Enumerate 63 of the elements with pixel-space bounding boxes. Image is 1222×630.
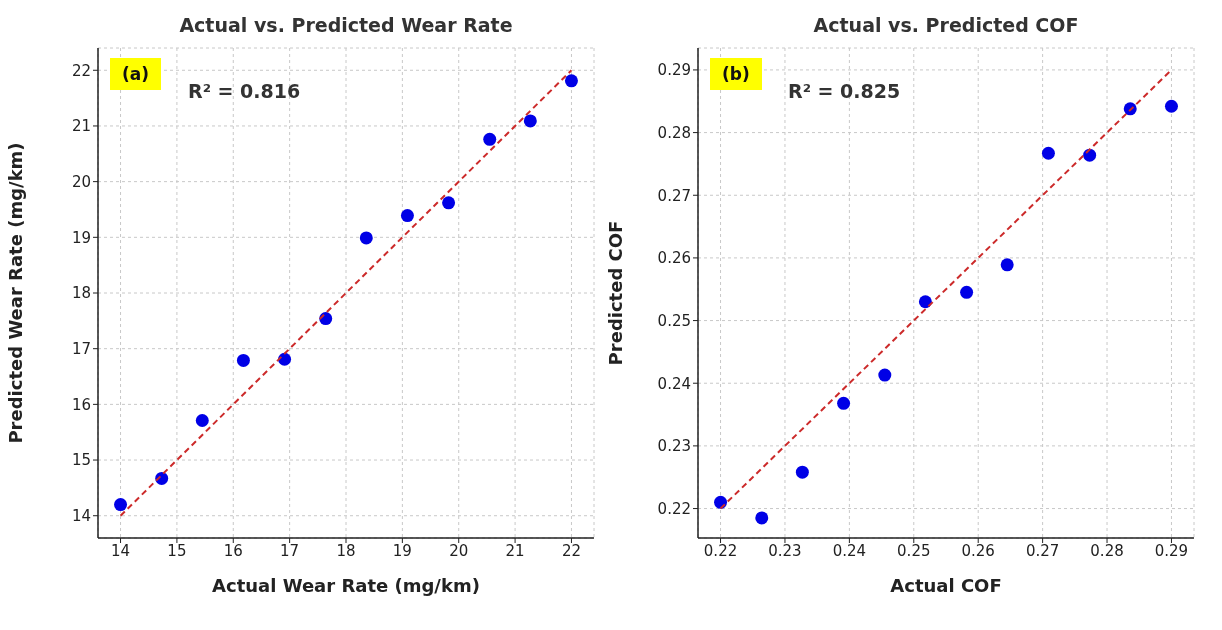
point — [483, 132, 497, 146]
x-tick-label: 0.24 — [832, 541, 867, 560]
point — [1164, 99, 1178, 113]
y-tick-label: 14 — [71, 507, 91, 526]
point — [878, 368, 892, 382]
point — [564, 74, 578, 88]
y-tick-label: 0.29 — [657, 61, 691, 80]
chart-title: Actual vs. Predicted COF — [812, 14, 1080, 36]
y-tick-label: 15 — [71, 451, 91, 470]
point — [278, 352, 292, 366]
y-axis-title: Predicted COF — [605, 220, 627, 366]
y-tick-label: 17 — [71, 340, 91, 359]
x-axis-title: Actual Wear Rate (mg/km) — [212, 575, 480, 596]
x-tick-label: 18 — [336, 541, 356, 560]
point — [918, 295, 932, 309]
point — [1000, 258, 1014, 272]
annotation: (a) — [110, 58, 162, 90]
point — [442, 196, 456, 210]
x-tick-label: 0.26 — [961, 541, 995, 560]
x-tick-label: 0.23 — [768, 541, 802, 560]
y-tick-label: 0.26 — [657, 249, 691, 268]
x-tick-label: 22 — [561, 541, 581, 560]
annotation: R² = 0.816 — [188, 80, 301, 102]
x-tick-label: 14 — [111, 541, 131, 560]
y-tick-label: 0.23 — [657, 437, 691, 456]
point — [400, 209, 414, 223]
y-tick-label: 22 — [71, 61, 91, 80]
x-tick-label: 20 — [449, 541, 469, 560]
chart-title: Actual vs. Predicted Wear Rate — [178, 14, 514, 36]
y-tick-label: 18 — [71, 284, 91, 303]
y-tick-label: 0.22 — [657, 499, 691, 518]
point — [236, 353, 250, 367]
y-tick-label: 0.27 — [657, 186, 691, 205]
annotation: (b) — [710, 58, 762, 90]
point — [114, 498, 128, 512]
y-tick-label: 16 — [71, 395, 91, 414]
x-tick-label: 0.22 — [703, 541, 738, 560]
y-tick-label: 20 — [71, 172, 91, 191]
point — [960, 285, 974, 299]
x-axis-title: Actual COF — [890, 575, 1002, 596]
point — [795, 465, 809, 479]
x-tick-label: 0.25 — [897, 541, 931, 560]
x-tick-label: 15 — [167, 541, 187, 560]
point — [755, 511, 769, 525]
x-tick-label: 21 — [505, 541, 525, 560]
point — [1041, 146, 1055, 160]
x-tick-label: 16 — [223, 541, 243, 560]
x-tick-label: 0.29 — [1154, 541, 1189, 560]
x-tick-label: 19 — [392, 541, 412, 560]
annotation: R² = 0.825 — [788, 80, 901, 102]
x-tick-label: 0.28 — [1090, 541, 1124, 560]
x-tick-label: 0.27 — [1025, 541, 1060, 560]
point — [195, 414, 209, 428]
x-tick-label: 17 — [280, 541, 300, 560]
point — [523, 114, 537, 128]
y-tick-label: 0.25 — [657, 311, 691, 330]
y-tick-label: 19 — [71, 228, 91, 247]
y-axis-title: Predicted Wear Rate (mg/km) — [5, 142, 27, 444]
point — [837, 396, 851, 410]
y-tick-label: 0.28 — [657, 123, 691, 142]
y-tick-label: 21 — [71, 117, 91, 136]
point — [359, 231, 373, 245]
y-tick-label: 0.24 — [657, 374, 691, 393]
